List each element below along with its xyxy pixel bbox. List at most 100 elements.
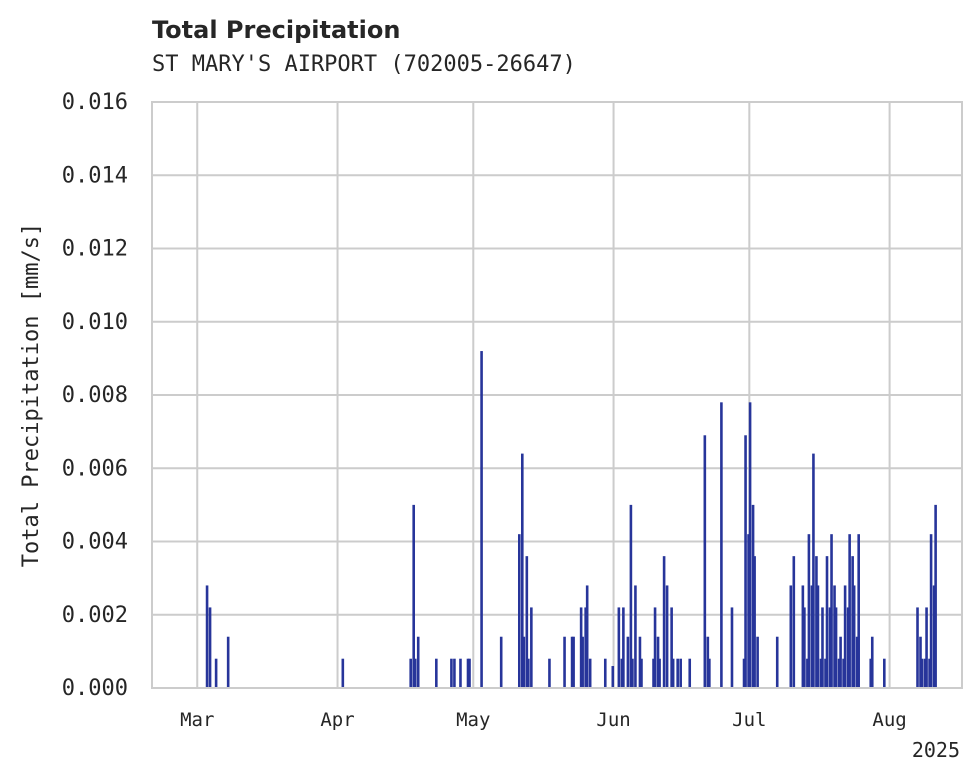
- precip-bar: [658, 658, 661, 688]
- precip-bar: [742, 658, 746, 688]
- y-tick-label: 0.008: [62, 383, 128, 408]
- precip-bar: [466, 658, 470, 688]
- precip-bar: [588, 658, 592, 688]
- precip-bar: [530, 607, 533, 688]
- precip-bar: [775, 636, 779, 688]
- precip-bar: [920, 658, 924, 688]
- precip-bar: [703, 435, 707, 688]
- y-tick-label: 0.010: [62, 310, 128, 335]
- precip-bar: [450, 658, 453, 688]
- precip-bar: [679, 658, 682, 688]
- precip-bar: [923, 658, 927, 688]
- precip-bar: [819, 658, 823, 688]
- precip-bar: [855, 636, 859, 688]
- precip-bar: [929, 534, 933, 688]
- precip-bar: [837, 658, 841, 688]
- precip-bar: [626, 636, 630, 688]
- precip-bar: [413, 658, 417, 688]
- precip-bar: [688, 658, 692, 688]
- precip-bar: [665, 585, 669, 688]
- precip-bar: [748, 402, 752, 688]
- y-tick-label: 0.012: [62, 237, 128, 262]
- precip-bar: [629, 504, 633, 688]
- precip-bar: [499, 636, 503, 688]
- precip-bar: [834, 607, 838, 688]
- y-tick-label: 0.006: [62, 456, 128, 481]
- precip-bar: [214, 658, 218, 688]
- precip-bar: [803, 607, 806, 688]
- chart-subtitle: ST MARY'S AIRPORT (702005-26647): [152, 52, 576, 77]
- precip-bar: [670, 607, 673, 688]
- precip-bar: [563, 636, 566, 688]
- x-tick-label: Aug: [872, 709, 906, 731]
- precip-bar: [870, 636, 874, 688]
- precip-bar: [226, 636, 230, 688]
- precip-bar: [622, 607, 625, 688]
- precip-bar: [857, 534, 860, 688]
- precip-bar: [579, 607, 583, 688]
- precip-bar: [747, 534, 750, 688]
- precip-bar: [653, 607, 657, 688]
- precip-bar: [919, 636, 922, 688]
- precip-bar: [830, 534, 833, 688]
- precip-bar: [416, 636, 420, 688]
- bars: [205, 351, 937, 688]
- precip-bar: [789, 585, 793, 688]
- precip-bar: [816, 585, 820, 688]
- precip-bar: [412, 504, 415, 688]
- y-axis-label: Total Precipitation [mm/s]: [19, 223, 44, 567]
- precip-bar: [708, 658, 711, 688]
- precip-bar: [934, 504, 937, 688]
- x-tick-label: May: [456, 709, 490, 731]
- x-tick-label: Jun: [596, 709, 630, 731]
- precip-bar: [807, 534, 811, 688]
- precip-bar: [706, 636, 710, 688]
- precip-bar: [825, 556, 829, 688]
- precip-bar: [617, 607, 621, 688]
- precip-bar: [751, 504, 755, 688]
- precip-bar: [652, 658, 655, 688]
- y-tick-label: 0.004: [62, 530, 128, 555]
- precip-bar: [527, 658, 530, 688]
- x-axis-year-label: 2025: [912, 738, 960, 762]
- precip-bar: [640, 658, 643, 688]
- precip-bar: [916, 607, 919, 688]
- plot-frame: [151, 101, 963, 689]
- y-tick-label: 0.002: [62, 603, 128, 628]
- precip-bar: [753, 556, 756, 688]
- precip-bar: [932, 585, 936, 688]
- precip-bar: [205, 585, 209, 688]
- x-tick-label: Mar: [180, 709, 214, 731]
- precip-bar: [730, 607, 734, 688]
- precip-bar: [801, 585, 805, 688]
- grid-lines: [152, 102, 962, 688]
- precip-bar: [522, 636, 526, 688]
- precip-bar: [828, 607, 832, 688]
- precip-bar: [341, 658, 345, 688]
- precip-bar: [756, 636, 759, 688]
- precip-bar: [824, 658, 827, 688]
- precip-bar: [631, 658, 634, 688]
- precip-bar: [852, 585, 856, 688]
- precip-bar: [671, 658, 675, 688]
- x-tick-label: Apr: [320, 709, 354, 731]
- precip-bar: [584, 607, 587, 688]
- precip-bar: [409, 658, 412, 688]
- precip-bar: [843, 585, 847, 688]
- y-tick-label: 0.016: [62, 90, 128, 115]
- precip-bar: [572, 636, 575, 688]
- precip-bar: [806, 658, 809, 688]
- precip-bar: [435, 658, 438, 688]
- precip-bar: [480, 351, 483, 688]
- precip-bar: [842, 658, 845, 688]
- precip-bar: [815, 556, 818, 688]
- precip-bar: [208, 607, 212, 688]
- precip-bar: [453, 658, 456, 688]
- precip-bar: [459, 658, 462, 688]
- precip-bar: [821, 607, 824, 688]
- precip-bar: [846, 607, 850, 688]
- x-tick-labels: Mar Apr May Jun Jul Aug: [180, 709, 907, 731]
- precip-bar: [792, 556, 796, 688]
- precip-bar: [656, 636, 660, 688]
